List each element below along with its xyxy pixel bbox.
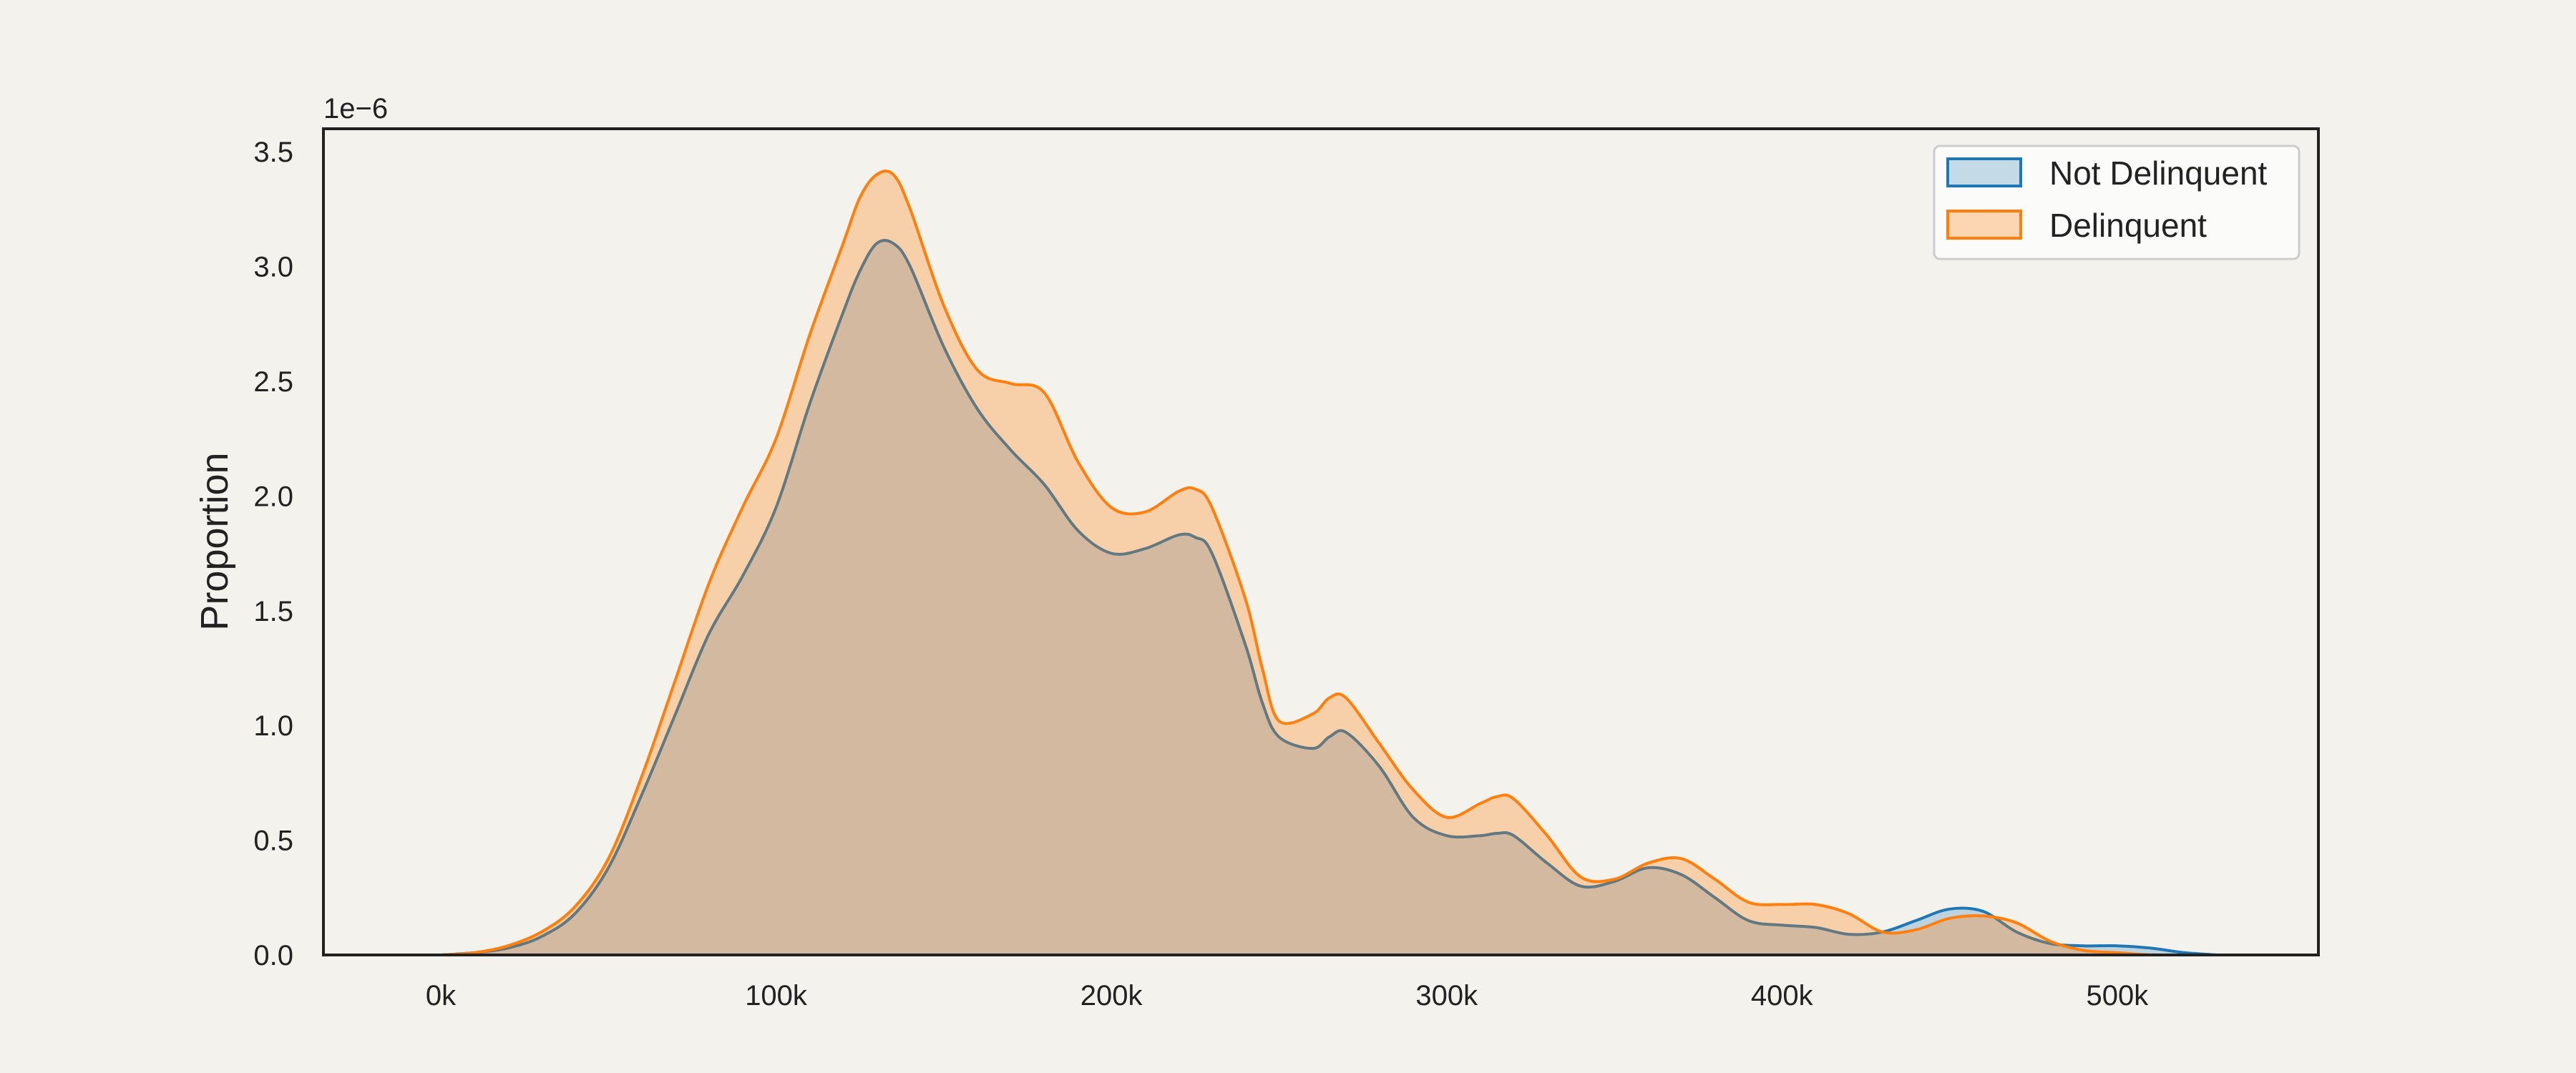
- legend-swatch-not-delinquent: [1946, 157, 2022, 187]
- legend-label-delinquent: Delinquent: [2049, 207, 2207, 244]
- y-tick-label: 0.0: [253, 940, 293, 971]
- x-tick-label: 300k: [1415, 980, 1478, 1011]
- series-layer: [440, 170, 2218, 956]
- line-delinquent: [440, 170, 2218, 956]
- x-tick-label: 400k: [1751, 980, 1814, 1011]
- x-tick-label: 500k: [2086, 980, 2149, 1011]
- y-axis: 0.0 0.5 1.0 1.5 2.0 2.5 3.0 3.5: [253, 137, 293, 971]
- y-tick-label: 3.0: [253, 252, 293, 283]
- x-tick-label: 200k: [1080, 980, 1143, 1011]
- legend-swatch-delinquent: [1946, 210, 2022, 240]
- x-tick-label: 0k: [426, 980, 457, 1011]
- y-tick-label: 3.5: [253, 137, 293, 168]
- plot-frame: [322, 127, 2320, 956]
- y-axis-offset-label: 1e−6: [323, 93, 388, 124]
- y-axis-label: Proportion: [193, 452, 236, 630]
- y-tick-label: 0.5: [253, 825, 293, 857]
- y-tick-label: 1.5: [253, 596, 293, 627]
- x-tick-label: 100k: [745, 980, 808, 1011]
- legend-label-not-delinquent: Not Delinquent: [2049, 155, 2268, 192]
- y-tick-label: 2.5: [253, 366, 293, 398]
- area-delinquent: [441, 171, 2218, 955]
- line-not-delinquent: [440, 239, 2218, 956]
- area-not-delinquent: [441, 240, 2218, 956]
- legend: Not Delinquent Delinquent: [1933, 144, 2301, 260]
- y-tick-label: 2.0: [253, 481, 293, 512]
- x-axis: 0k 100k 200k 300k 400k 500k: [426, 980, 2149, 1011]
- legend-frame: [1933, 144, 2301, 260]
- y-tick-label: 1.0: [253, 710, 293, 742]
